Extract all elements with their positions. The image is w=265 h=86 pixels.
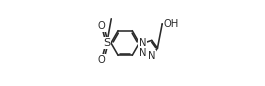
Text: N: N bbox=[139, 38, 146, 48]
Text: O: O bbox=[97, 55, 105, 65]
Text: N: N bbox=[139, 48, 146, 58]
Text: N: N bbox=[148, 51, 156, 61]
Text: OH: OH bbox=[164, 19, 179, 29]
Text: S: S bbox=[104, 38, 111, 48]
Text: O: O bbox=[97, 21, 105, 31]
